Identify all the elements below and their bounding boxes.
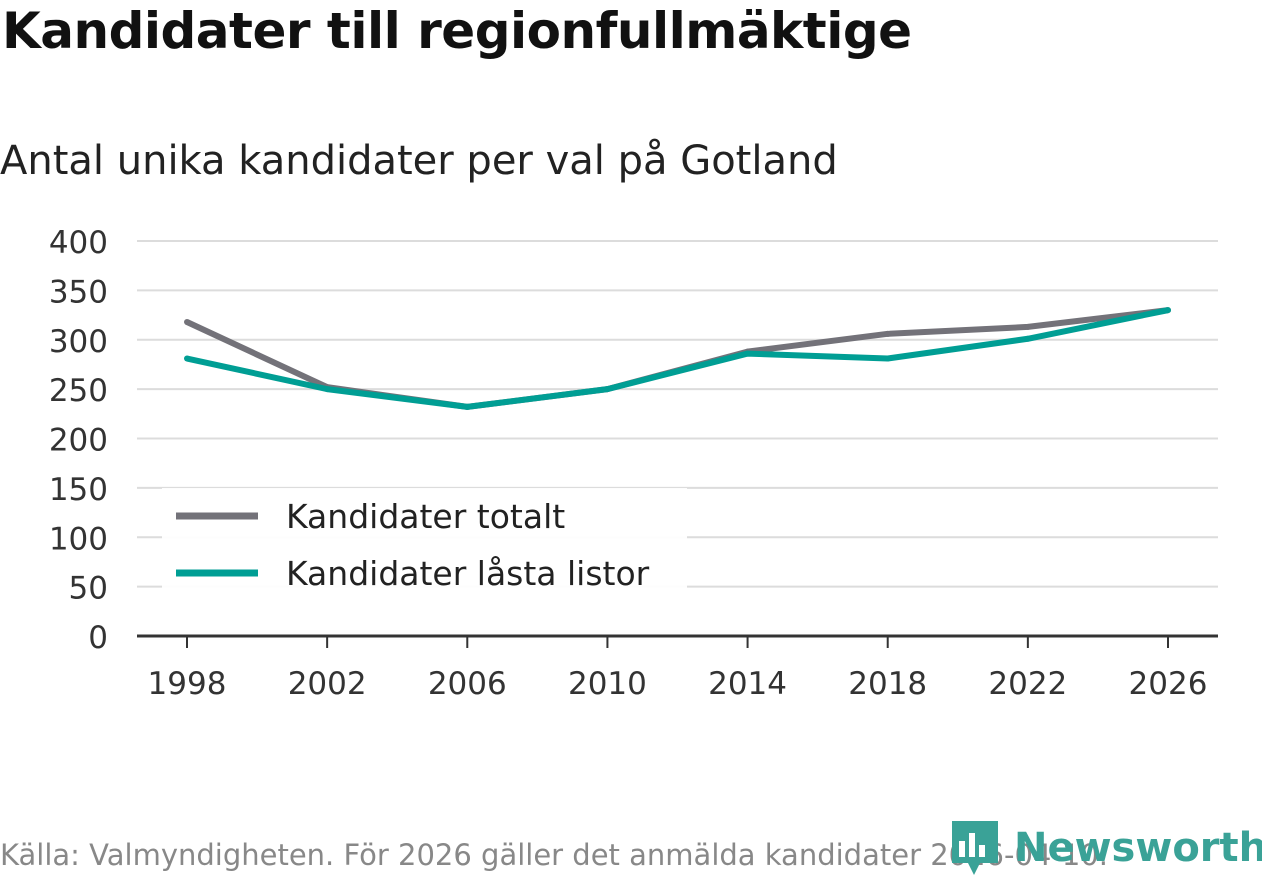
data-point: [744, 350, 751, 357]
legend-label: Kandidater låsta listor: [286, 554, 650, 593]
source-note: Källa: Valmyndigheten. För 2026 gäller d…: [0, 838, 1108, 872]
data-point: [184, 355, 190, 362]
x-axis: 1998 2002 2006 2010 2014 2018 2022 2026: [137, 634, 1218, 702]
data-point: [1024, 335, 1031, 342]
data-point: [464, 403, 471, 410]
data-point: [184, 318, 190, 325]
x-tick-label: 1998: [148, 666, 227, 702]
y-axis-ticks: 0 50 100 150 200 250 300 350 400: [49, 225, 108, 656]
y-tick-label: 300: [49, 324, 108, 360]
chart-title: Kandidater till regionfullmäktige: [2, 2, 912, 60]
legend: Kandidater totalt Kandidater låsta listor: [162, 488, 687, 593]
x-tick-label: 2002: [288, 666, 367, 702]
x-tick-label: 2018: [848, 666, 927, 702]
x-tick-label: 2026: [1129, 666, 1208, 702]
newsworthy-logo[interactable]: Newsworthy: [950, 818, 1262, 878]
data-point: [604, 386, 611, 393]
bar-chart-icon: [952, 821, 998, 875]
chart-subtitle: Antal unika kandidater per val på Gotlan…: [0, 138, 838, 184]
data-point: [1024, 323, 1031, 330]
y-tick-label: 400: [49, 225, 108, 261]
data-point: [884, 355, 891, 362]
y-tick-label: 50: [69, 571, 108, 607]
x-tick-label: 2014: [708, 666, 787, 702]
line-chart: 0 50 100 150 200 250 300 350 400 1998 2002 2006 201…: [49, 225, 1218, 702]
logo-text: Newsworthy: [1014, 825, 1262, 871]
data-point: [1165, 307, 1171, 314]
series-lines: [184, 307, 1171, 410]
legend-label: Kandidater totalt: [286, 497, 565, 536]
series-line-kandidater-lasta-listor: [186, 307, 1169, 410]
x-tick-label: 2022: [988, 666, 1067, 702]
x-tick-label: 2006: [428, 666, 507, 702]
x-tick-label: 2010: [568, 666, 647, 702]
data-point: [884, 330, 891, 337]
y-tick-label: 150: [49, 472, 108, 508]
y-tick-label: 250: [49, 373, 108, 409]
y-tick-label: 350: [49, 274, 108, 310]
y-tick-label: 0: [88, 620, 108, 656]
y-tick-label: 200: [49, 423, 108, 459]
data-point: [324, 386, 331, 393]
y-tick-label: 100: [49, 521, 108, 557]
